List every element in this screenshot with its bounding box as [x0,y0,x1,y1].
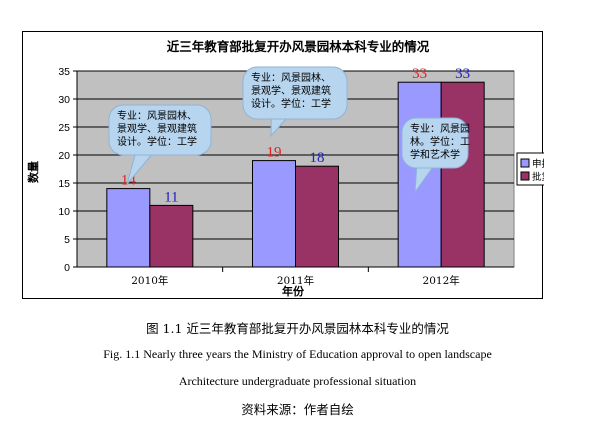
x-tick-label: 2012年 [423,274,460,287]
callout-text: 景观学、景观建筑 [251,84,331,97]
y-tick-label: 30 [58,94,70,106]
data-label: 11 [164,189,178,205]
y-tick-label: 0 [64,262,70,274]
figure-caption-chinese: 图 1.1 近三年教育部批复开办风景园林本科专业的情况 [146,321,449,336]
figure-source-note: 资料来源：作者自绘 [241,402,354,417]
y-tick-label: 35 [58,66,70,78]
chart-legend: 申报数量批复数量 [516,152,544,186]
bar-approved [295,165,339,268]
callout-text: 林。学位：工 [410,135,470,148]
bar-declared [106,188,151,268]
y-tick-label: 5 [64,234,70,246]
callout-text: 专业：风景园 [410,122,470,135]
data-label: 33 [412,66,427,82]
legend-swatch [520,158,530,168]
legend-label: 批复数量 [532,171,544,183]
y-axis-title: 数量 [26,161,40,183]
callout-text: 专业：风景园林、 [251,71,331,84]
callout-text: 学和艺术学 [410,148,460,161]
bar-approved [149,204,194,268]
callout-text: 设计。学位：工学 [117,135,197,148]
x-tick-label: 2011年 [277,274,314,287]
callout-box [401,117,469,169]
legend-label: 申报数量 [532,158,544,170]
legend-swatch [520,171,530,181]
y-tick-label: 20 [58,150,70,162]
callout-text: 设计。学位：工学 [251,97,331,110]
data-label: 33 [455,66,470,82]
y-tick-label: 15 [58,178,70,190]
figure-caption-english-line1: Fig. 1.1 Nearly three years the Ministry… [103,347,492,361]
data-label: 18 [310,150,325,166]
callout-box [242,66,348,120]
x-axis-title: 年份 [282,284,305,298]
y-tick-label: 25 [58,122,70,134]
chart-title: 近三年教育部批复开办风景园林本科专业的情况 [167,39,430,54]
y-tick-label: 10 [58,206,70,218]
callout-text: 景观学、景观建筑 [117,122,197,135]
callout-box [108,104,212,156]
x-tick-label: 2010年 [131,274,168,287]
bar-approved [440,81,485,268]
figure-caption-english-line2: Architecture undergraduate professional … [178,374,417,388]
bar-declared [252,160,296,268]
data-label: 19 [267,145,282,161]
callout-text: 专业：风景园林、 [117,109,197,122]
